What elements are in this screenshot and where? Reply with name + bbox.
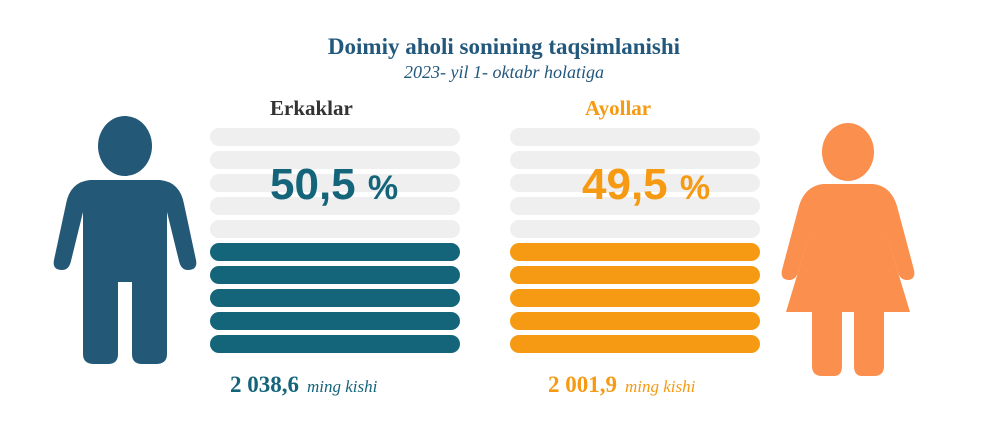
men-percent: 50,5 % — [270, 160, 398, 210]
women-bar-10 — [510, 335, 760, 353]
chart-subtitle: 2023- yil 1- oktabr holatiga — [404, 62, 604, 82]
men-bar-10 — [210, 335, 460, 353]
men-label: Erkaklar — [270, 96, 353, 120]
men-count: 2 038,6 ming kishi — [230, 372, 377, 398]
men-count-value: 2 038,6 — [230, 372, 299, 397]
woman-icon — [781, 123, 915, 376]
women-percent: 49,5 % — [582, 160, 710, 210]
women-percent-sign: % — [679, 169, 711, 207]
women-label: Ayollar — [585, 96, 652, 120]
men-bar-5 — [210, 220, 460, 238]
men-bar-3 — [210, 174, 460, 192]
women-bar-7 — [510, 266, 760, 284]
men-bar-9 — [210, 312, 460, 330]
men-count-unit: ming kishi — [307, 377, 378, 396]
women-bar-8 — [510, 289, 760, 307]
men-bar-7 — [210, 266, 460, 284]
men-percent-value: 50,5 — [270, 160, 356, 209]
women-count-value: 2 001,9 — [548, 372, 617, 397]
women-bar-4 — [510, 197, 760, 215]
women-bar-5 — [510, 220, 760, 238]
men-bar-8 — [210, 289, 460, 307]
women-count-unit: ming kishi — [625, 377, 696, 396]
women-percent-value: 49,5 — [582, 160, 668, 209]
women-bar-2 — [510, 151, 760, 169]
women-bar-3 — [510, 174, 760, 192]
women-bar-1 — [510, 128, 760, 146]
man-icon — [53, 116, 197, 364]
women-bar-stack — [510, 128, 760, 353]
men-bar-6 — [210, 243, 460, 261]
women-bar-6 — [510, 243, 760, 261]
men-bar-4 — [210, 197, 460, 215]
women-bar-9 — [510, 312, 760, 330]
men-percent-sign: % — [367, 169, 399, 207]
men-bar-stack — [210, 128, 460, 353]
women-count: 2 001,9 ming kishi — [548, 372, 695, 398]
men-bar-1 — [210, 128, 460, 146]
men-bar-2 — [210, 151, 460, 169]
chart-title: Doimiy aholi sonining taqsimlanishi — [327, 34, 681, 59]
